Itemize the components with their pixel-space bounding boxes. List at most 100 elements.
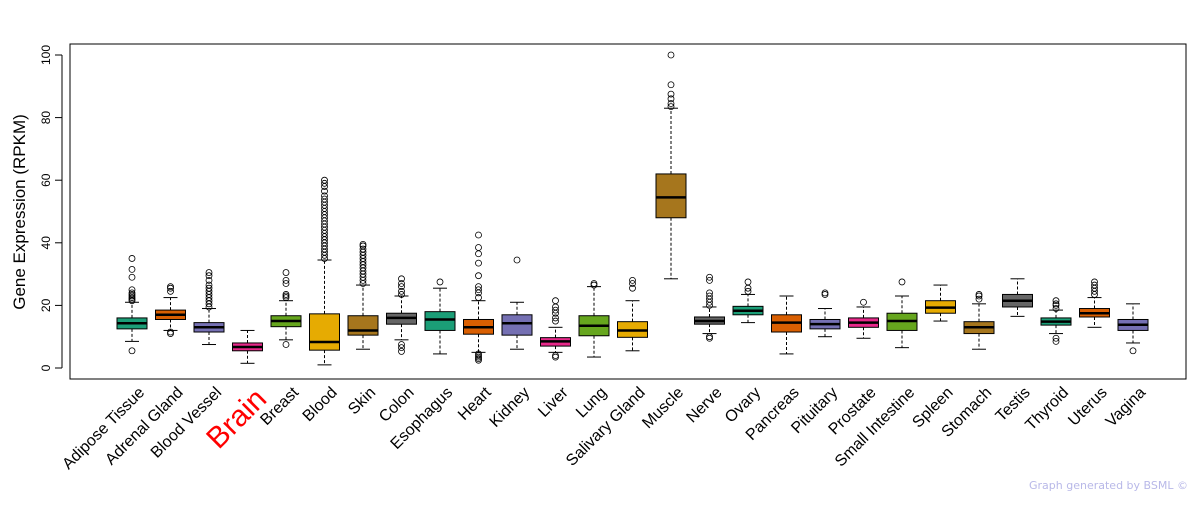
box-brain bbox=[232, 329, 263, 364]
outlier-point bbox=[898, 278, 906, 286]
outlier-point bbox=[282, 341, 290, 348]
outlier-point bbox=[706, 273, 713, 281]
outlier-point bbox=[821, 289, 829, 297]
outlier-point bbox=[706, 292, 713, 300]
outlier-point bbox=[128, 255, 136, 262]
y-axis-label: Gene Expression (RPKM) bbox=[10, 114, 29, 310]
outlier-point bbox=[1052, 305, 1060, 312]
box-esophagus bbox=[424, 278, 456, 355]
outlier-point bbox=[398, 291, 405, 298]
outlier-point bbox=[205, 272, 213, 280]
box-stomach bbox=[963, 291, 995, 350]
x-label-nerve: Nerve bbox=[683, 384, 725, 426]
outlier-point bbox=[321, 179, 328, 187]
outlier-point bbox=[860, 298, 867, 306]
outlier-point bbox=[590, 280, 598, 287]
outlier-point bbox=[629, 284, 636, 292]
outlier-point bbox=[1091, 281, 1098, 289]
y-axis: 0 20 40 60 80 100 bbox=[39, 45, 63, 371]
x-label-blood: Blood bbox=[300, 384, 341, 425]
box-skin bbox=[347, 240, 379, 350]
outlier-point bbox=[321, 195, 328, 203]
box-iqr bbox=[501, 314, 533, 336]
outlier-point bbox=[475, 272, 482, 280]
box-series bbox=[116, 51, 1149, 366]
box-liver bbox=[540, 297, 571, 361]
box-prostate bbox=[848, 298, 879, 339]
y-tick-label: 60 bbox=[39, 173, 53, 187]
outlier-point bbox=[205, 276, 213, 284]
box-thyroid bbox=[1040, 297, 1072, 345]
y-tick-label: 0 bbox=[39, 364, 53, 371]
box-heart bbox=[463, 231, 494, 364]
outlier-point bbox=[475, 286, 482, 294]
box-iqr bbox=[309, 313, 340, 351]
outlier-point bbox=[1052, 337, 1060, 345]
outlier-point bbox=[975, 291, 983, 298]
y-tick-label: 20 bbox=[39, 298, 53, 312]
outlier-point bbox=[475, 244, 482, 251]
outlier-point bbox=[321, 176, 328, 184]
outlier-point bbox=[475, 294, 482, 301]
outlier-point bbox=[398, 341, 405, 348]
box-iqr bbox=[347, 315, 379, 336]
outlier-point bbox=[744, 287, 752, 295]
outlier-point bbox=[128, 266, 136, 273]
outlier-point bbox=[128, 273, 136, 281]
outlier-point bbox=[282, 269, 290, 276]
outlier-point bbox=[282, 280, 290, 287]
outlier-point bbox=[513, 256, 521, 264]
outlier-point bbox=[436, 278, 444, 286]
outlier-point bbox=[552, 314, 559, 322]
outlier-point bbox=[744, 278, 752, 286]
outlier-point bbox=[398, 280, 405, 287]
x-label-muscle: Muscle bbox=[639, 384, 687, 432]
outlier-point bbox=[398, 287, 405, 295]
outlier-point bbox=[552, 317, 559, 325]
outlier-point bbox=[706, 276, 713, 284]
box-spleen bbox=[925, 284, 956, 322]
outlier-point bbox=[667, 90, 675, 98]
outlier-point bbox=[167, 328, 174, 336]
y-tick-label: 40 bbox=[39, 236, 53, 250]
outlier-point bbox=[359, 245, 367, 253]
outlier-point bbox=[667, 95, 675, 103]
box-breast bbox=[270, 269, 302, 348]
plot-frame bbox=[69, 43, 1187, 380]
box-uterus bbox=[1079, 278, 1110, 328]
outlier-point bbox=[475, 259, 482, 267]
outlier-point bbox=[706, 333, 713, 341]
outlier-point bbox=[282, 276, 290, 284]
box-muscle bbox=[655, 51, 687, 280]
box-salivary-gland bbox=[617, 276, 648, 352]
outlier-point bbox=[475, 250, 482, 258]
outlier-point bbox=[1052, 300, 1060, 308]
outlier-point bbox=[128, 347, 136, 355]
outlier-point bbox=[475, 231, 482, 239]
x-label-thyroid: Thyroid bbox=[1022, 384, 1072, 434]
x-label-skin: Skin bbox=[345, 384, 379, 418]
box-nerve bbox=[694, 273, 725, 342]
x-label-vagina: Vagina bbox=[1103, 384, 1149, 430]
x-label-kidney: Kidney bbox=[487, 384, 534, 431]
outlier-point bbox=[398, 344, 405, 352]
outlier-point bbox=[321, 187, 328, 195]
credit-text: Graph generated by BSML © bbox=[1029, 479, 1188, 492]
outlier-point bbox=[667, 103, 675, 111]
outlier-point bbox=[667, 81, 675, 89]
outlier-point bbox=[629, 280, 636, 287]
outlier-point bbox=[667, 51, 675, 59]
outlier-point bbox=[398, 348, 405, 355]
outlier-point bbox=[475, 283, 482, 291]
outlier-point bbox=[667, 100, 675, 107]
box-pituitary bbox=[809, 289, 841, 338]
outlier-point bbox=[706, 289, 713, 297]
box-blood bbox=[309, 176, 340, 366]
y-tick-label: 100 bbox=[39, 45, 53, 65]
outlier-point bbox=[398, 283, 405, 291]
box-testis bbox=[1002, 278, 1033, 317]
outlier-point bbox=[398, 275, 405, 283]
